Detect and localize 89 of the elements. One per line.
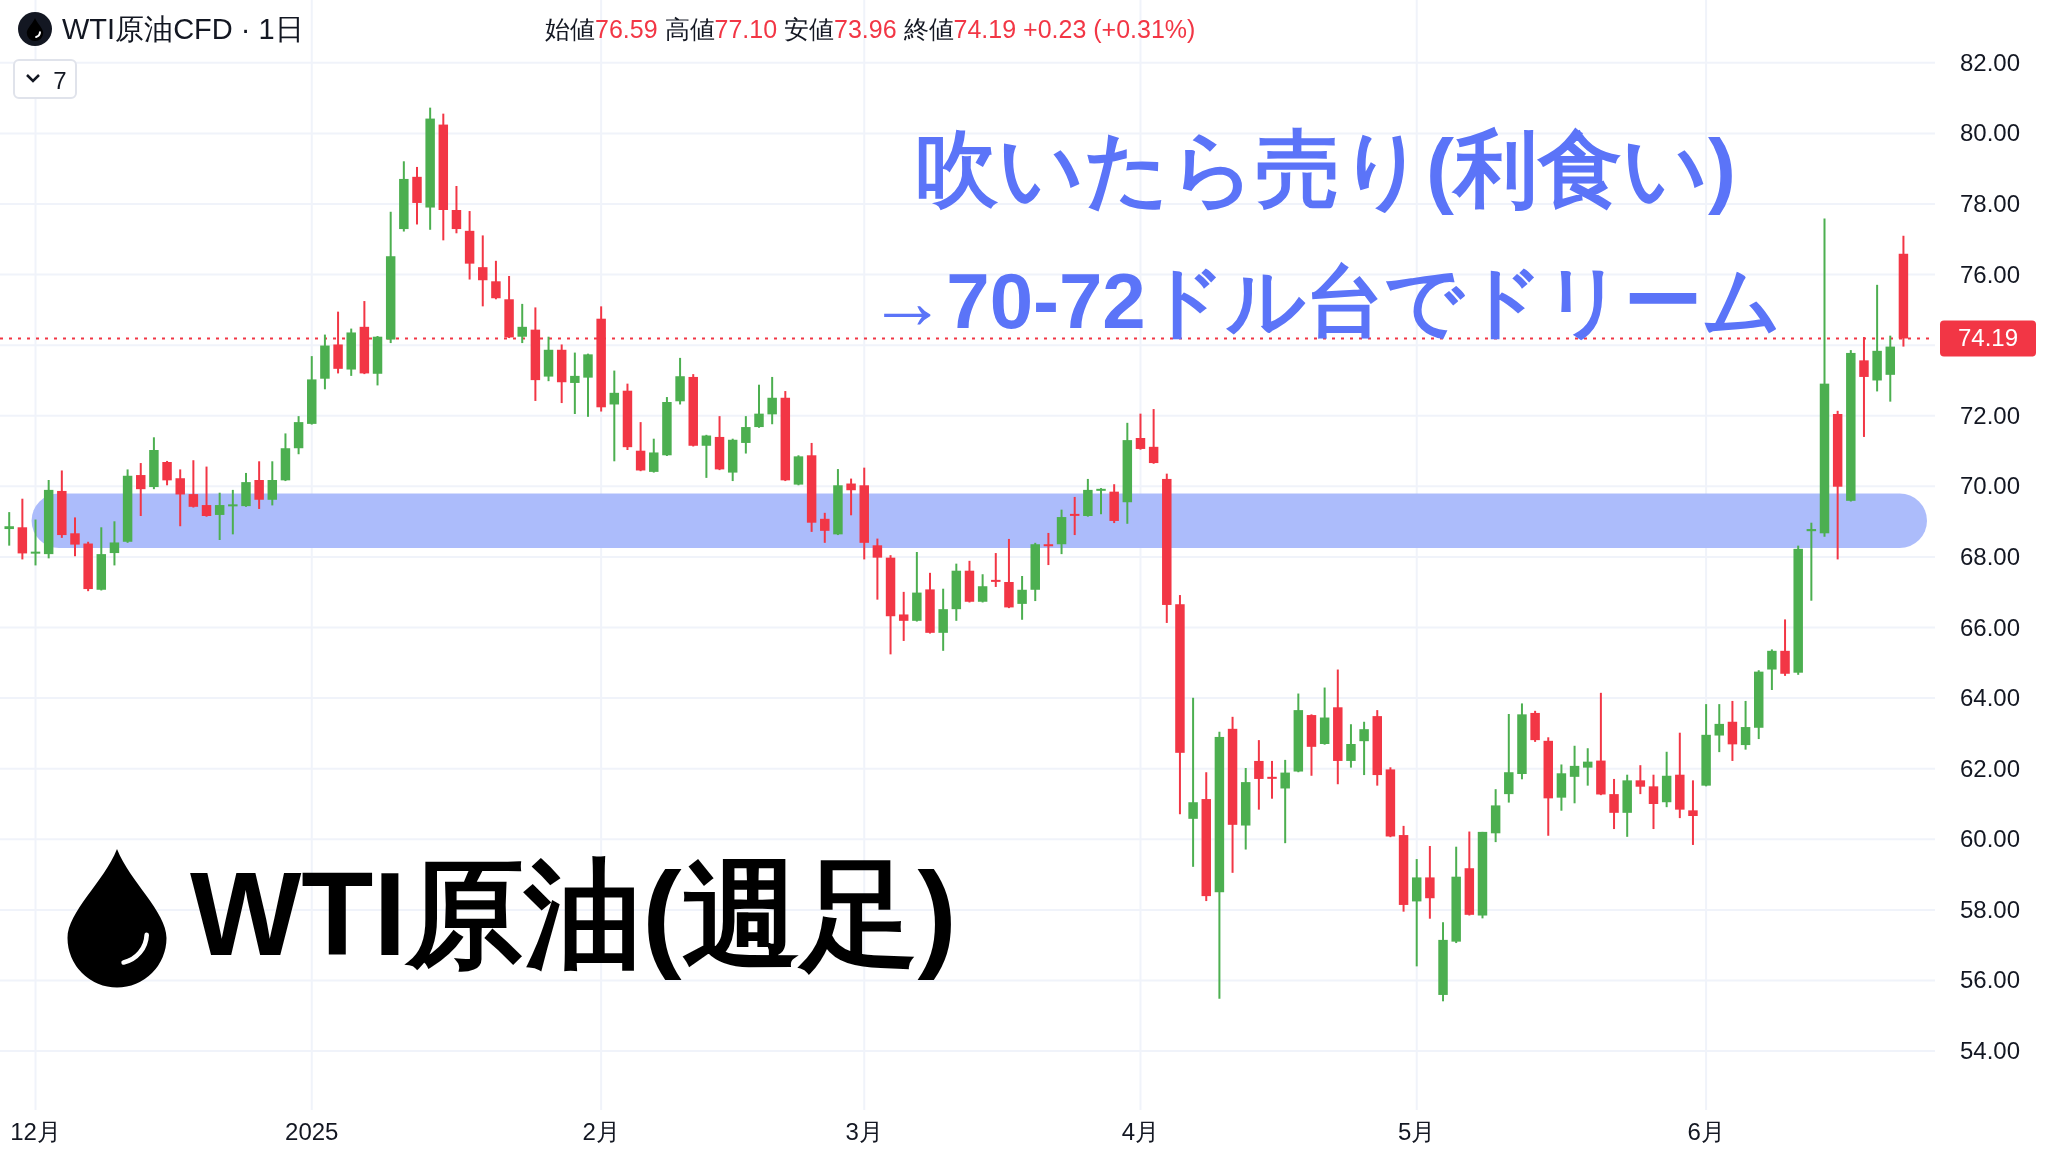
candlestick xyxy=(4,511,14,547)
y-tick-label: 72.00 xyxy=(1959,401,2021,429)
y-tick-label: 70.00 xyxy=(1959,472,2021,500)
candlestick xyxy=(491,259,501,301)
candlestick xyxy=(898,590,909,642)
candlestick xyxy=(701,433,712,479)
text: WTI原油CFD · 1日 xyxy=(62,13,304,45)
candlestick xyxy=(1069,495,1080,537)
candlestick xyxy=(1043,531,1054,567)
y-tick-label: 68.00 xyxy=(1959,542,2021,570)
y-tick-label: 54.00 xyxy=(1959,1037,2021,1065)
candlestick xyxy=(478,234,488,308)
candlestick xyxy=(214,491,225,541)
candlestick xyxy=(1096,487,1106,516)
candlestick xyxy=(1017,575,1027,621)
candlestick xyxy=(228,488,238,536)
candlestick xyxy=(162,459,172,487)
candlestick xyxy=(1609,777,1619,831)
annotation: WTI原油(週足) xyxy=(190,848,957,980)
candlestick xyxy=(649,437,659,474)
text: 始値76.59 高値77.10 安値73.96 終値74.19 +0.23 (+0.31%) xyxy=(545,15,1196,43)
y-tick-label: 76.00 xyxy=(1959,260,2021,288)
candlestick xyxy=(517,302,527,345)
candlestick xyxy=(570,351,580,415)
candlestick xyxy=(1727,699,1738,762)
candlestick xyxy=(70,516,80,558)
x-tick-label: 2月 xyxy=(582,1118,620,1145)
candlestick xyxy=(241,471,251,508)
candlestick xyxy=(1780,618,1790,677)
x-tick-label: 6月 xyxy=(1687,1118,1725,1145)
candlestick xyxy=(1188,696,1198,868)
y-tick-label: 56.00 xyxy=(1959,966,2021,994)
candlestick xyxy=(1411,858,1422,968)
candlestick xyxy=(635,421,646,473)
y-tick-label: 66.00 xyxy=(1959,613,2021,641)
y-tick-label: 82.00 xyxy=(1959,48,2021,76)
y-tick-label: 58.00 xyxy=(1959,895,2021,923)
candlestick xyxy=(1504,713,1514,804)
candlestick xyxy=(609,369,620,463)
x-tick-label: 4月 xyxy=(1121,1118,1160,1145)
candlestick xyxy=(1767,648,1777,691)
candlestick xyxy=(754,383,764,429)
candlestick xyxy=(188,459,199,509)
candlestick xyxy=(175,468,185,528)
candlestick xyxy=(583,352,593,418)
candlestick xyxy=(991,552,1001,588)
candlestick xyxy=(938,587,948,652)
y-tick-label: 80.00 xyxy=(1959,119,2021,147)
candlestick xyxy=(1569,744,1580,805)
candlestick xyxy=(1740,699,1751,751)
candlestick xyxy=(136,462,146,517)
candlestick xyxy=(820,511,830,544)
annotation: 7 xyxy=(53,67,67,94)
candlestick xyxy=(1135,412,1146,451)
x-tick-label: 5月 xyxy=(1398,1118,1436,1145)
candlestick xyxy=(1648,773,1659,831)
candlestick xyxy=(1688,779,1698,846)
y-tick-label: 62.00 xyxy=(1959,754,2021,782)
candlestick xyxy=(1359,720,1369,777)
candlestick xyxy=(1254,739,1264,811)
candlestick xyxy=(1267,759,1277,800)
candlestick xyxy=(254,460,264,510)
candlestick xyxy=(1346,723,1356,769)
y-tick-label: 78.00 xyxy=(1959,190,2021,217)
candlestick xyxy=(1635,764,1646,796)
candlestick xyxy=(1714,703,1724,754)
candlestick xyxy=(977,573,988,604)
candlestick xyxy=(741,415,751,455)
x-tick-label: 3月 xyxy=(845,1118,883,1145)
candlestick xyxy=(109,520,120,567)
y-tick-label: 60.00 xyxy=(1959,825,2021,853)
x-tick-label: 12月 xyxy=(10,1118,61,1145)
candlestick xyxy=(872,537,883,601)
ref-line-label: 74.19 xyxy=(1957,324,2019,352)
candlestick xyxy=(1148,408,1159,465)
annotation: 吹いたら売り(利食い) xyxy=(914,122,1736,216)
candlestick xyxy=(1582,747,1593,787)
candlestick xyxy=(201,465,212,518)
annotation: →70-72ドル台でドリーム xyxy=(868,257,1782,345)
candlestick xyxy=(767,375,777,426)
candlestick xyxy=(267,460,278,507)
candlestick xyxy=(30,518,41,567)
candlestick xyxy=(1280,758,1290,845)
candlestick xyxy=(1806,521,1817,602)
candlestick xyxy=(451,185,462,235)
candlestick xyxy=(846,477,856,517)
candlestick xyxy=(1425,845,1435,920)
y-tick-label: 64.00 xyxy=(1959,684,2021,712)
x-tick-label: 2025 xyxy=(285,1118,339,1145)
